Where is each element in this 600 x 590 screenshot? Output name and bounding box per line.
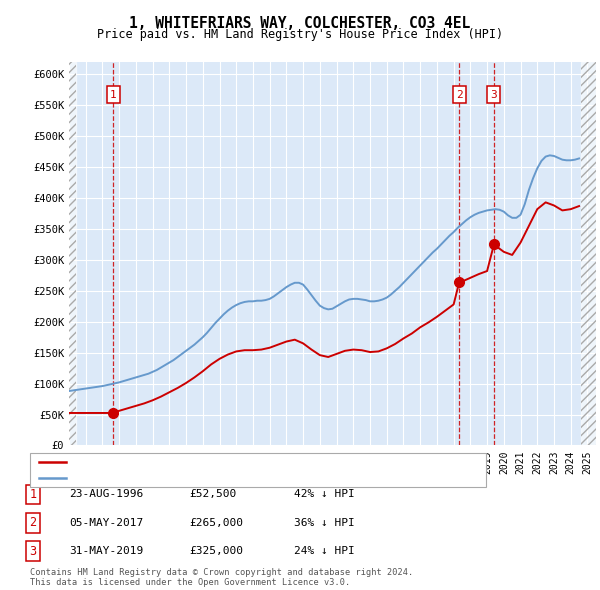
Text: 36% ↓ HPI: 36% ↓ HPI	[294, 518, 355, 527]
Text: £265,000: £265,000	[189, 518, 243, 527]
Text: 42% ↓ HPI: 42% ↓ HPI	[294, 490, 355, 499]
Text: 1: 1	[29, 488, 37, 501]
Bar	[581, 62, 596, 445]
Text: 2: 2	[29, 516, 37, 529]
Text: 31-MAY-2019: 31-MAY-2019	[69, 546, 143, 556]
Text: 3: 3	[491, 90, 497, 100]
Text: £325,000: £325,000	[189, 546, 243, 556]
Text: £52,500: £52,500	[189, 490, 236, 499]
Text: 23-AUG-1996: 23-AUG-1996	[69, 490, 143, 499]
Bar	[581, 62, 596, 445]
Text: 1, WHITEFRIARS WAY, COLCHESTER, CO3 4EL: 1, WHITEFRIARS WAY, COLCHESTER, CO3 4EL	[130, 16, 470, 31]
Bar	[69, 62, 76, 445]
Text: 24% ↓ HPI: 24% ↓ HPI	[294, 546, 355, 556]
Text: 1: 1	[110, 90, 116, 100]
Text: Price paid vs. HM Land Registry's House Price Index (HPI): Price paid vs. HM Land Registry's House …	[97, 28, 503, 41]
Text: 05-MAY-2017: 05-MAY-2017	[69, 518, 143, 527]
Text: 3: 3	[29, 545, 37, 558]
Text: 1, WHITEFRIARS WAY, COLCHESTER, CO3 4EL (detached house): 1, WHITEFRIARS WAY, COLCHESTER, CO3 4EL …	[72, 457, 408, 467]
Text: Contains HM Land Registry data © Crown copyright and database right 2024.
This d: Contains HM Land Registry data © Crown c…	[30, 568, 413, 587]
Text: HPI: Average price, detached house, Colchester: HPI: Average price, detached house, Colc…	[72, 473, 348, 483]
Bar	[69, 62, 76, 445]
Text: 2: 2	[456, 90, 463, 100]
